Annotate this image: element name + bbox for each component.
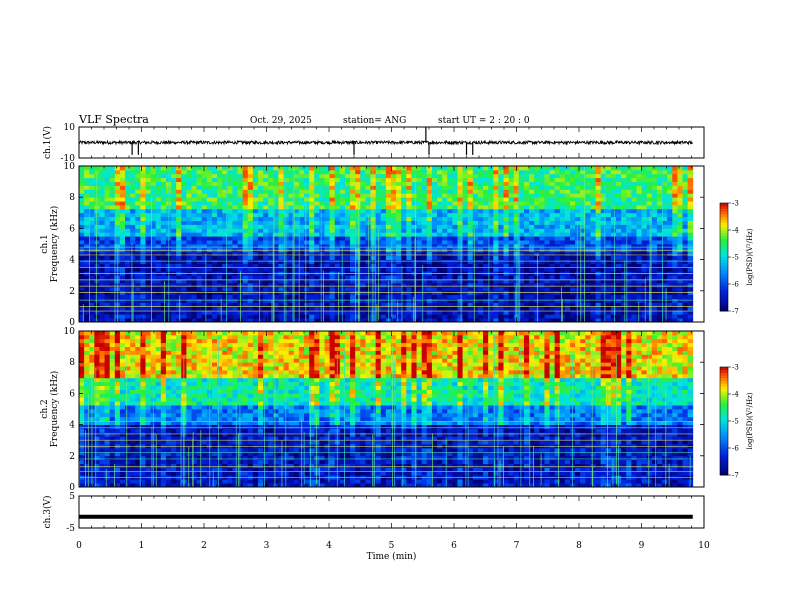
ch1-spectrogram-frame-minor-ticks: [78, 166, 705, 322]
ch3-waveform-frame-minor-ticks: [78, 496, 705, 528]
colorbar-tick-label: -3: [732, 364, 739, 372]
y-tick-label: 4: [69, 421, 75, 431]
y-tick-label: 4: [69, 256, 75, 266]
x-tick-label: 5: [389, 541, 395, 551]
ch2-spectrogram-heatmap: [79, 331, 694, 488]
x-tick-label: 4: [326, 541, 332, 551]
y-tick-label: 8: [69, 193, 75, 203]
ch1-waveform-line: [78, 139, 693, 146]
y-tick-label: 2: [69, 287, 75, 297]
x-tick-label: 3: [264, 541, 270, 551]
ch1-y-label: ch.1(V): [42, 126, 53, 159]
y-tick-label: 2: [69, 452, 75, 462]
station-label: station= ANG: [343, 116, 406, 126]
ch1-spectrogram-y-ticks: 0 2 4 6 8 10: [64, 162, 704, 328]
y-tick-label: 6: [69, 224, 75, 234]
y-tick-label: 10: [64, 327, 76, 337]
y-tick-label: -5: [66, 524, 75, 534]
colorbar-tick-label: -4: [732, 227, 739, 235]
ch2-spectrogram-colorbar: -3 -4 -5 -6 -7: [719, 364, 739, 480]
colorbar-tick-label: -5: [732, 254, 739, 262]
y-tick-label: 0: [69, 318, 75, 328]
x-tick-label: 6: [451, 541, 457, 551]
ch2-spectrogram-y-ticks: 0 2 4 6 8 10: [64, 327, 704, 493]
colorbar-tick-label: -7: [732, 472, 739, 480]
y-tick-label: 10: [64, 123, 76, 133]
ch3-y-ticks: 5 -5: [66, 492, 704, 534]
x-tick-label: 7: [514, 541, 520, 551]
x-tick-label: 8: [576, 541, 582, 551]
ch2-spectrogram-y-label: Frequency (kHz): [49, 371, 60, 448]
colorbar-tick-label: -3: [732, 200, 739, 208]
date-label: Oct. 29, 2025: [250, 116, 312, 126]
ch2-spectrogram-channel-label: ch.2: [40, 399, 50, 418]
ch2-spectrogram-tone-lines: [79, 421, 693, 478]
colorbar-tick-label: -4: [732, 391, 739, 399]
x-tick-label: 1: [139, 541, 145, 551]
y-tick-label: 8: [69, 358, 75, 368]
ch1-spectrogram-colorbar: -3 -4 -5 -6 -7: [719, 200, 739, 316]
colorbar-tick-label: -5: [732, 418, 739, 426]
y-tick-label: 0: [69, 483, 75, 493]
ch1-spectrogram-y-label: Frequency (kHz): [49, 206, 60, 283]
ch2-spectrogram-frame-minor-ticks: [78, 331, 705, 487]
ch2-spectrogram-colorbar-label: log(PSD)(V²/Hz): [746, 392, 754, 449]
ch1-spectrogram-heatmap: [79, 166, 694, 323]
ch1-spectrogram-tone-lines: [79, 246, 693, 312]
ch1-y-ticks: 10 -10: [61, 123, 704, 164]
y-tick-label: 5: [69, 492, 75, 502]
start-time-label: start UT = 2 : 20 : 0: [438, 116, 530, 126]
colorbar-tick-label: -7: [732, 308, 739, 316]
x-axis-ticks: 0 1 2 3 4 5 6 7 8 9 10: [76, 541, 710, 551]
ch3-y-label: ch.3(V): [42, 496, 53, 529]
y-tick-label: 10: [64, 162, 76, 172]
figure-title: VLF Spectra: [78, 113, 149, 126]
x-tick-label: 2: [201, 541, 207, 551]
ch1-spectrogram-channel-label: ch.1: [40, 234, 50, 253]
x-tick-label: 0: [76, 541, 82, 551]
ch1-spectrogram-bursts: [82, 166, 667, 322]
x-axis-label: Time (min): [367, 551, 417, 562]
y-tick-label: 6: [69, 389, 75, 399]
colorbar-tick-label: -6: [732, 445, 739, 453]
x-tick-label: 10: [698, 541, 710, 551]
ch1-spectrogram-colorbar-label: log(PSD)(V²/Hz): [746, 228, 754, 285]
ch1-waveform-frame-minor-ticks: [78, 127, 705, 158]
x-tick-label: 9: [639, 541, 645, 551]
colorbar-tick-label: -6: [732, 281, 739, 289]
y-tick-label: -10: [61, 154, 76, 164]
